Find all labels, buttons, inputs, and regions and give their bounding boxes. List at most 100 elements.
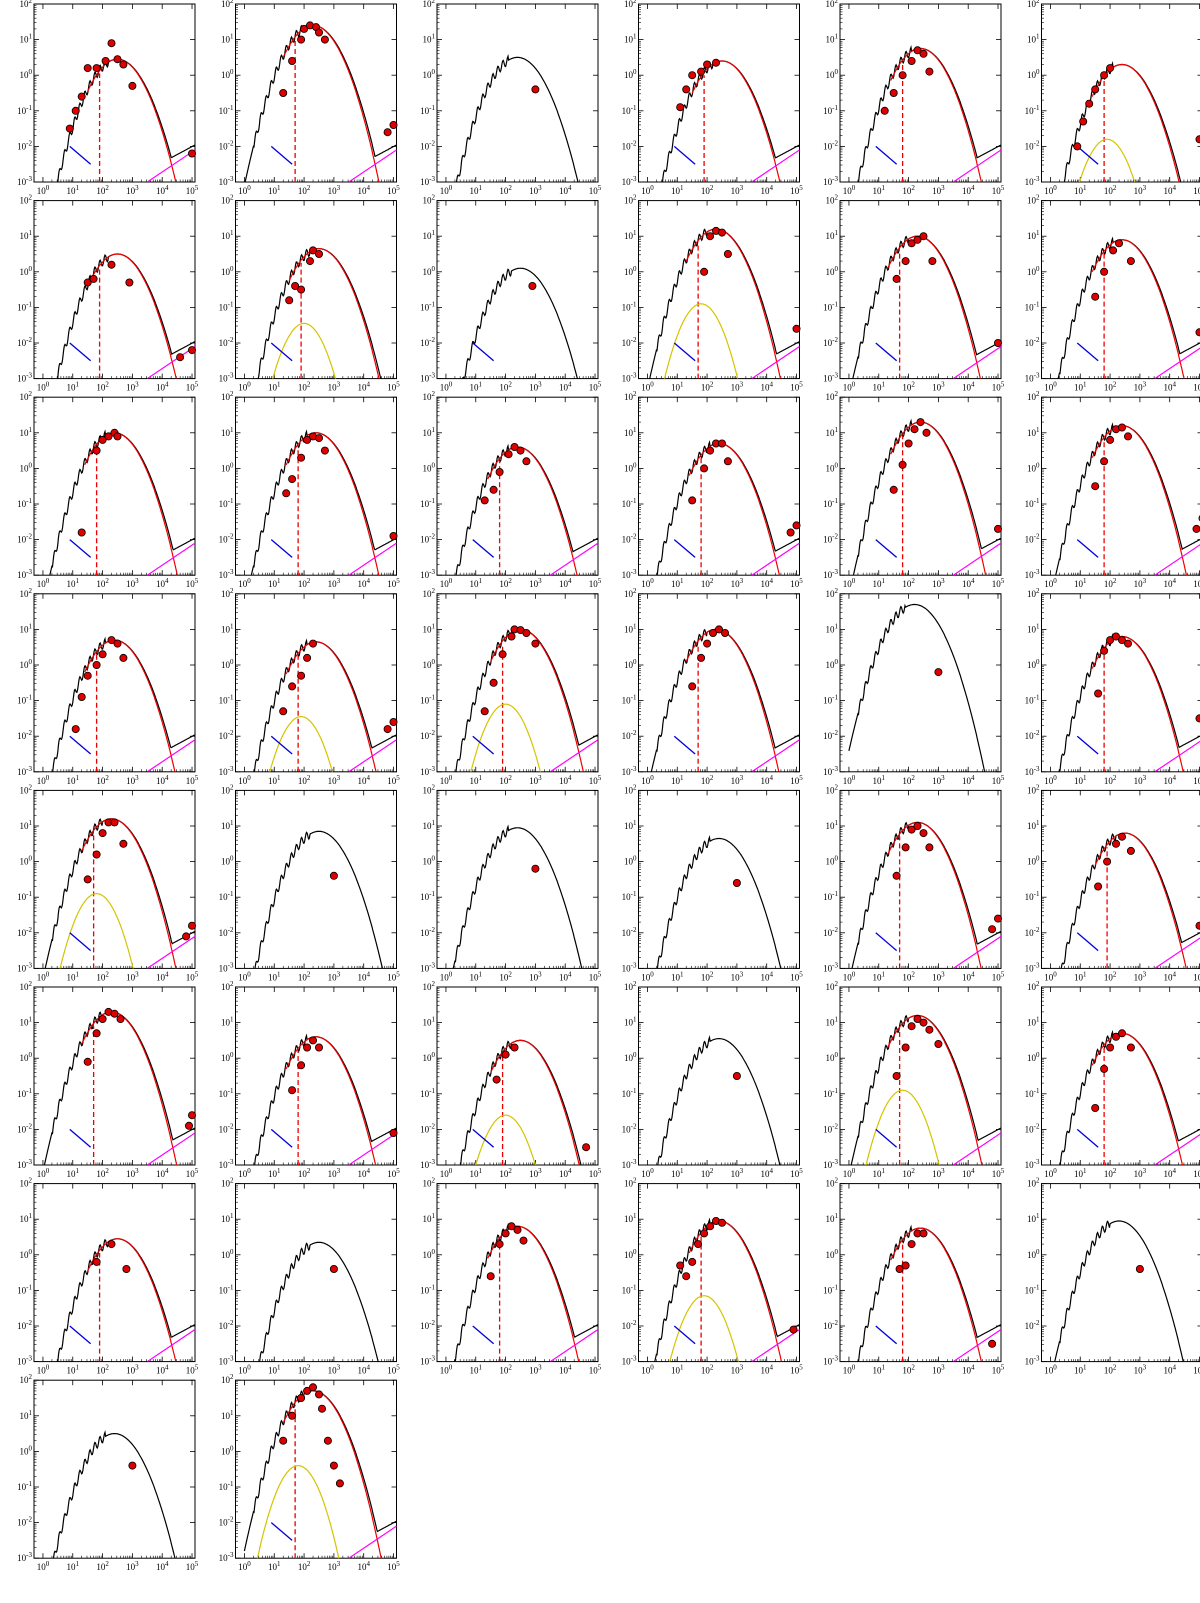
data-point <box>92 446 101 455</box>
x-tick-label: 100 <box>37 774 50 786</box>
x-tick-label: 104 <box>357 381 370 393</box>
x-tick-label: 101 <box>67 577 80 589</box>
x-tick-label: 102 <box>298 970 311 982</box>
free-free-line <box>751 739 800 772</box>
x-tick-label: 100 <box>641 970 654 982</box>
y-tick-label: 10-1 <box>219 890 234 902</box>
x-tick-label: 101 <box>1074 1167 1087 1179</box>
x-tick-label: 102 <box>499 1167 512 1179</box>
data-point <box>1106 64 1115 73</box>
x-tick-label: 101 <box>268 1364 281 1376</box>
x-tick-label: 105 <box>186 1364 199 1376</box>
y-tick-label: 100 <box>624 68 637 80</box>
disk-powerlaw-segment <box>69 342 92 362</box>
y-tick-label: 10-1 <box>823 300 838 312</box>
y-tick-label: 10-3 <box>1025 765 1040 777</box>
data-point <box>1100 267 1109 276</box>
data-point <box>308 639 317 648</box>
y-tick-label: 10-2 <box>420 926 435 938</box>
x-tick-label: 100 <box>37 381 50 393</box>
sed-panel-a2gs75: 100 101 102 103 104 105 102 101 100 10-1 10-2 10-3 <box>17 980 199 1179</box>
disk-powerlaw-segment <box>69 1128 92 1148</box>
y-tick-label: 101 <box>1027 622 1040 634</box>
data-point <box>1106 1043 1115 1052</box>
total-model-curve <box>657 1035 781 1165</box>
y-tick-label: 101 <box>423 1016 436 1028</box>
x-tick-label: 103 <box>731 184 744 196</box>
data-point <box>383 725 392 734</box>
free-free-line <box>1154 544 1200 576</box>
data-point <box>77 693 86 702</box>
y-tick-label: 10-1 <box>823 497 838 509</box>
x-tick-label: 100 <box>440 1167 453 1179</box>
disk-powerlaw-segment <box>875 1128 898 1148</box>
envelope-curve <box>1091 1032 1184 1165</box>
free-free-line <box>146 935 195 969</box>
data-point <box>320 446 329 455</box>
data-point <box>682 85 691 94</box>
y-tick-label: 10-2 <box>420 729 435 741</box>
y-tick-label: 102 <box>221 0 234 9</box>
data-point <box>187 921 196 930</box>
data-point <box>910 425 919 434</box>
y-tick-label: 10-3 <box>823 765 838 777</box>
x-tick-label: 100 <box>37 577 50 589</box>
x-tick-label: 103 <box>328 774 341 786</box>
sed-panel-a2gs64: 100 101 102 103 104 105 102 101 100 10-1 10-2 10-3 <box>219 587 401 786</box>
y-tick-label: 101 <box>624 426 637 438</box>
data-point <box>531 639 540 648</box>
sed-panel-a2gs56: 100 101 102 103 104 105 102 101 100 10-1 10-2 10-3 <box>1025 194 1200 393</box>
y-tick-label: 100 <box>826 1051 839 1063</box>
x-tick-label: 101 <box>1074 184 1087 196</box>
data-point <box>913 1015 922 1024</box>
disk-powerlaw-segment <box>1076 539 1099 558</box>
sed-panel-a2gs62: 100 101 102 103 104 105 102 101 100 10-1 10-2 10-3 <box>1025 390 1200 589</box>
envelope-curve <box>887 235 981 379</box>
y-tick-label: 100 <box>1027 265 1040 277</box>
y-tick-label: 101 <box>20 622 33 634</box>
data-point <box>994 524 1003 533</box>
x-tick-label: 103 <box>1134 381 1147 393</box>
data-point <box>288 682 297 691</box>
y-tick-label: 10-2 <box>823 533 838 545</box>
x-tick-label: 103 <box>932 184 945 196</box>
sed-panel-a2gs79: 100 101 102 103 104 105 102 101 100 10-1 10-2 10-3 <box>823 980 1005 1179</box>
data-point <box>889 485 898 494</box>
x-tick-label: 103 <box>529 184 542 196</box>
warm-component-curve <box>272 322 337 379</box>
total-model-curve <box>852 418 1001 576</box>
plot-frame <box>436 986 599 1166</box>
x-tick-label: 104 <box>1163 1167 1176 1179</box>
data-point <box>913 235 922 244</box>
y-tick-label: 101 <box>20 426 33 438</box>
curve-layer <box>254 1033 397 1165</box>
y-tick-label: 10-3 <box>17 765 32 777</box>
y-tick-label: 10-1 <box>1025 890 1040 902</box>
x-tick-label: 103 <box>731 577 744 589</box>
x-tick-label: 101 <box>873 970 886 982</box>
y-tick-label: 101 <box>20 819 33 831</box>
x-tick-label: 104 <box>1163 184 1176 196</box>
data-point <box>901 257 910 266</box>
y-tick-label: 100 <box>826 658 839 670</box>
data-point <box>925 843 934 852</box>
data-point <box>712 58 721 67</box>
x-tick-label: 101 <box>470 774 483 786</box>
curve-layer <box>1055 422 1200 576</box>
y-tick-label: 10-3 <box>823 1158 838 1170</box>
plot-frame <box>1041 593 1200 773</box>
curve-layer <box>848 603 986 772</box>
curve-layer <box>850 1014 1001 1165</box>
sed-panel-a2gs71: 100 101 102 103 104 105 102 101 100 10-1 10-2 10-3 <box>420 783 602 982</box>
plot-frame <box>638 3 800 183</box>
data-point <box>92 850 101 859</box>
sed-panel-a2gs55: 100 101 102 103 104 105 102 101 100 10-1 10-2 10-3 <box>823 194 1005 393</box>
data-point <box>688 71 697 80</box>
y-tick-label: 100 <box>20 1051 33 1063</box>
y-tick-label: 10-2 <box>622 926 637 938</box>
data-point <box>83 64 92 73</box>
data-point <box>1195 921 1200 930</box>
x-tick-label: 105 <box>790 970 803 982</box>
data-point <box>501 1050 510 1059</box>
